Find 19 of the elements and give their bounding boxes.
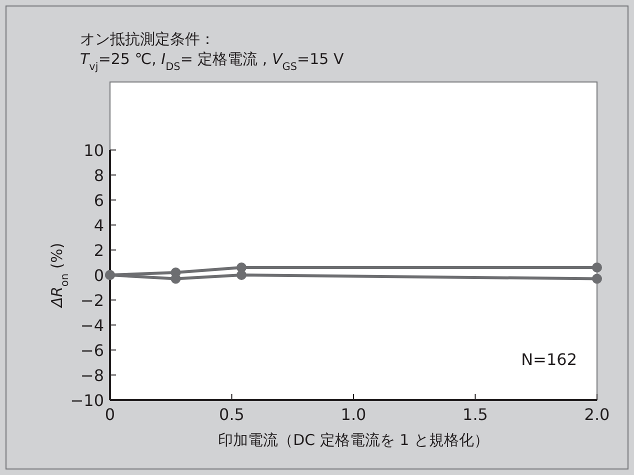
x-tick-label: 1.5: [462, 405, 488, 424]
chart-title: オン抵抗測定条件：: [80, 30, 215, 48]
y-tick-label: −4: [80, 316, 104, 335]
text: 2.0: [584, 405, 610, 424]
y-tick-label: 8: [94, 166, 104, 185]
x-tick-label: 0.5: [219, 405, 244, 424]
y-tick-label: 6: [94, 191, 104, 210]
y-tick-label: 10: [84, 141, 104, 160]
y-tick-label: −6: [80, 341, 104, 360]
y-tick-label: 0: [94, 266, 104, 285]
y-tick-label: 4: [94, 216, 104, 235]
annotation: N=162: [521, 350, 577, 369]
x-axis-title: 印加電流（DC 定格電流を 1 と規格化）: [218, 431, 489, 449]
y-tick-label: −2: [80, 291, 104, 310]
y-tick-label: 2: [94, 241, 104, 260]
text: T$_{vj}$=25 ℃, I$_{DS}$= 定格電流 , V$_{GS}$=15 V: [80, 50, 344, 73]
y-tick-label: −8: [80, 366, 104, 385]
text: 1.0: [340, 405, 366, 424]
y-tick-label: −10: [70, 391, 104, 410]
